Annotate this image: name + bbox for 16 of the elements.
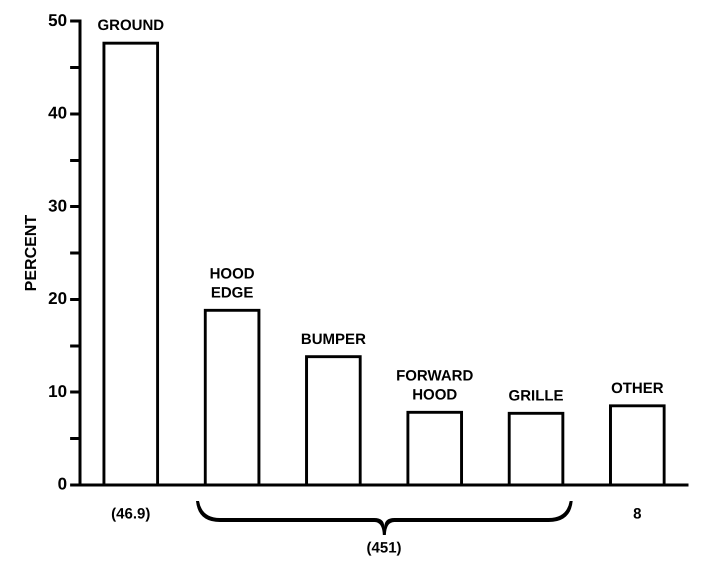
x-tick-label: BUMPER [300,330,366,348]
y-tick-label: 50 [48,10,68,30]
text: (46.9) [111,506,150,523]
y-tick-label: 30 [48,196,68,216]
x-tick-label: HOOD EDGE [210,265,255,302]
y-axis-title: PERCENT [23,214,40,292]
y-tick-label: 10 [48,382,68,401]
x-tick-label: GRILLE [508,387,564,404]
text: (451) [366,540,402,557]
x-tick-label: OTHER [611,380,664,397]
x-tick-label: FORWARD HOOD [396,367,474,404]
x-tick-label: GROUND [97,17,164,34]
text: 8 [633,506,642,523]
y-tick-label: 20 [48,289,68,308]
y-tick-label: 0 [58,474,68,494]
y-tick-label: 40 [48,104,68,123]
